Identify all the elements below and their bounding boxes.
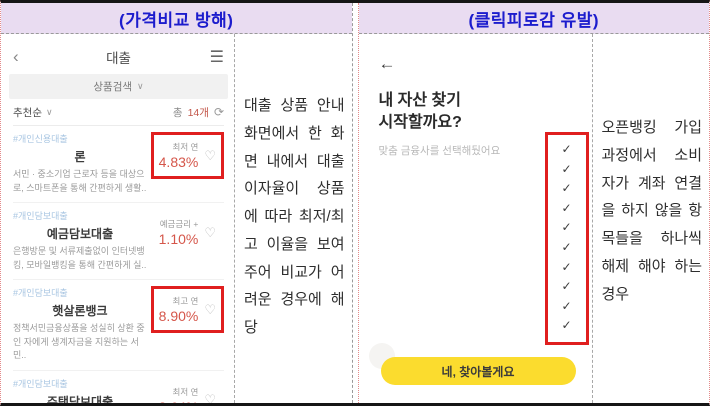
check-icon[interactable]: ✓	[561, 181, 572, 196]
loan-page-title: 대출	[106, 51, 131, 66]
loan-product-row[interactable]: #개인신용대출 론 서민 · 중소기업 근로자 등을 대상으로, 스마트폰을 통…	[13, 126, 224, 203]
chevron-down-icon: ∨	[137, 81, 144, 91]
panel-price-comparison: (가격비교 방해) ‹ 대출 ☰ 상품검색 ∨ 추천순 ∨	[1, 3, 353, 403]
asset-finder-title: 내 자산 찾기 시작할까요?	[378, 92, 462, 132]
heart-icon[interactable]: ♡	[204, 301, 216, 317]
loan-product-row[interactable]: #개인담보대출 햇살론뱅크 정책서민금융상품을 성실히 상환 중인 자에게 생계…	[13, 280, 224, 371]
heart-icon[interactable]: ♡	[204, 392, 216, 403]
left-panel-caption: 대출 상품 안내화면에서 한 화면 내에서 대출 이자율이 상품에 따라 최저/…	[244, 97, 345, 336]
rate-highlight-box: 최고 연 8.90% ♡	[150, 286, 224, 333]
product-tag: #개인신용대출	[13, 134, 68, 144]
sort-row: 추천순 ∨ 총 14개 ⟳	[13, 99, 224, 126]
check-icon[interactable]: ✓	[561, 142, 572, 156]
rate-label: 최저 연	[172, 386, 199, 397]
loan-app-navbar: ‹ 대출 ☰	[13, 42, 224, 72]
check-icon[interactable]: ✓	[561, 279, 572, 294]
product-tag: #개인담보대출	[13, 288, 68, 298]
product-title: 론	[74, 150, 86, 164]
rate-highlight-box: 최저 연 4.83% ♡	[150, 132, 224, 179]
product-description: 은행방문 및 서류제출없이 인터넷뱅킹, 모바일뱅킹을 통해 간편하게 실..	[13, 246, 147, 270]
check-icon[interactable]: ✓	[561, 220, 572, 235]
chevron-down-icon: ∨	[45, 106, 53, 117]
loan-product-row[interactable]: #개인담보대출 예금담보대출 은행방문 및 서류제출없이 인터넷뱅킹, 모바일뱅…	[13, 203, 224, 280]
confirm-find-assets-button[interactable]: 네, 찾아볼게요	[380, 357, 576, 385]
check-icon[interactable]: ✓	[561, 200, 572, 215]
rate-value: 8.90%	[158, 308, 199, 324]
product-count: 14개	[187, 106, 209, 119]
loan-app-screenshot: ‹ 대출 ☰ 상품검색 ∨ 추천순 ∨ 총 14개 ⟳	[1, 34, 235, 403]
back-chevron-icon[interactable]: ‹	[13, 47, 19, 66]
product-title: 주택담보대출	[46, 394, 114, 404]
rate-label: 최고 연	[172, 296, 199, 306]
rate-label: 최저 연	[172, 142, 199, 152]
panel-title-left: (가격비교 방해)	[1, 3, 352, 34]
back-arrow-icon[interactable]: ←	[378, 54, 396, 73]
sort-label: 추천순	[13, 106, 42, 119]
check-icon[interactable]: ✓	[561, 318, 572, 333]
check-icon[interactable]: ✓	[561, 239, 572, 254]
rate-block: 예금금리 + 1.10% ♡	[151, 209, 224, 256]
sort-dropdown[interactable]: 추천순 ∨	[13, 105, 53, 120]
asset-finder-subtitle: 맞춤 금융사를 선택해뒀어요	[378, 144, 501, 157]
search-label: 상품검색	[93, 81, 133, 93]
product-tag: #개인담보대출	[13, 378, 68, 389]
rate-value: 1.10%	[158, 231, 199, 247]
rate-label: 예금금리 +	[159, 219, 199, 229]
product-search-bar[interactable]: 상품검색 ∨	[9, 74, 228, 99]
rate-block: 최저 연 3.64% ♡	[151, 377, 224, 404]
product-description: 정책서민금융상품을 성실히 상환 중인 자에게 생계자금을 지원하는 서민..	[13, 323, 145, 360]
refresh-icon[interactable]: ⟳	[213, 105, 224, 119]
panel-title-right: (클릭피로감 유발)	[358, 3, 709, 34]
count-prefix: 총	[172, 106, 183, 119]
product-tag: #개인담보대출	[13, 211, 68, 221]
loan-product-row[interactable]: #개인담보대출 주택담보대출 근로자, 사업자에게 아파트 담보로 필요자금을 …	[13, 371, 224, 404]
heart-icon[interactable]: ♡	[204, 147, 216, 163]
rate-value: 4.83%	[158, 154, 199, 170]
rate-value: 3.64%	[159, 399, 199, 404]
heart-icon[interactable]: ♡	[204, 224, 216, 240]
panel-click-fatigue: (클릭피로감 유발) ← 내 자산 찾기 시작할까요? 맞춤 금융사를 선택해뒀…	[357, 3, 709, 403]
product-title: 예금담보대출	[46, 227, 114, 241]
check-icon[interactable]: ✓	[561, 161, 572, 176]
openbanking-app-screenshot: ← 내 자산 찾기 시작할까요? 맞춤 금융사를 선택해뒀어요 ✓ ✓ ✓ ✓ …	[359, 34, 593, 403]
checkmark-highlight-box: ✓ ✓ ✓ ✓ ✓ ✓ ✓ ✓ ✓ ✓	[544, 132, 589, 345]
check-icon[interactable]: ✓	[561, 298, 572, 313]
hamburger-menu-icon[interactable]: ☰	[209, 49, 224, 66]
check-icon[interactable]: ✓	[561, 259, 572, 274]
right-panel-caption: 오픈뱅킹 가입 과정에서 소비자가 계좌 연결을 하지 않을 항목들을 하나씩 …	[601, 119, 703, 303]
product-description: 서민 · 중소기업 근로자 등을 대상으로, 스마트폰을 통해 간편하게 생활.…	[13, 169, 147, 193]
product-title: 햇살론뱅크	[52, 304, 108, 318]
